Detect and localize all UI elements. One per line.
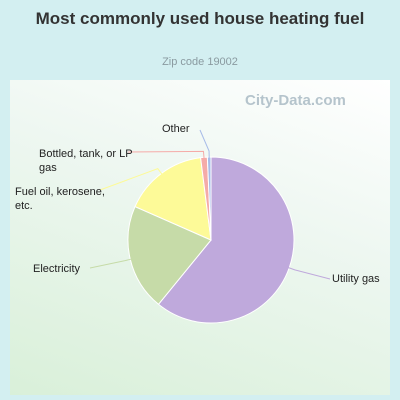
watermark: City-Data.com xyxy=(245,92,346,109)
chart-subtitle: Zip code 19002 xyxy=(162,56,238,68)
leader-line xyxy=(89,258,134,269)
chart-title: Most commonly used house heating fuel xyxy=(35,9,365,28)
leader-line xyxy=(99,168,164,191)
leader-line xyxy=(127,150,205,161)
leader-line xyxy=(286,266,331,280)
slice-label: Electricity xyxy=(33,263,81,275)
slice-label: Fuel oil, kerosene, etc. xyxy=(15,186,105,212)
slice-label: Other xyxy=(162,123,190,135)
slice-label: Bottled, tank, or LP gas xyxy=(39,148,133,174)
slice-label: Utility gas xyxy=(332,273,380,285)
leader-line xyxy=(199,129,210,161)
